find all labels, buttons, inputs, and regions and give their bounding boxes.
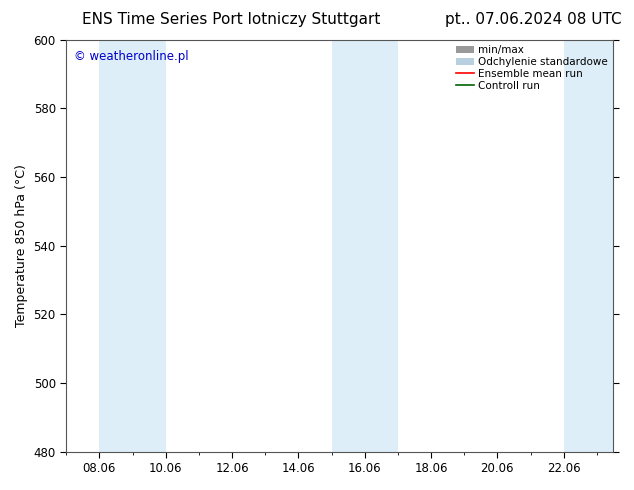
Text: ENS Time Series Port lotniczy Stuttgart: ENS Time Series Port lotniczy Stuttgart <box>82 12 381 27</box>
Bar <box>564 40 614 452</box>
Bar <box>332 40 398 452</box>
Text: pt.. 07.06.2024 08 UTC: pt.. 07.06.2024 08 UTC <box>444 12 621 27</box>
Text: © weatheronline.pl: © weatheronline.pl <box>74 50 189 63</box>
Bar <box>100 40 165 452</box>
Y-axis label: Temperature 850 hPa (°C): Temperature 850 hPa (°C) <box>15 164 28 327</box>
Legend: min/max, Odchylenie standardowe, Ensemble mean run, Controll run: min/max, Odchylenie standardowe, Ensembl… <box>453 42 611 94</box>
